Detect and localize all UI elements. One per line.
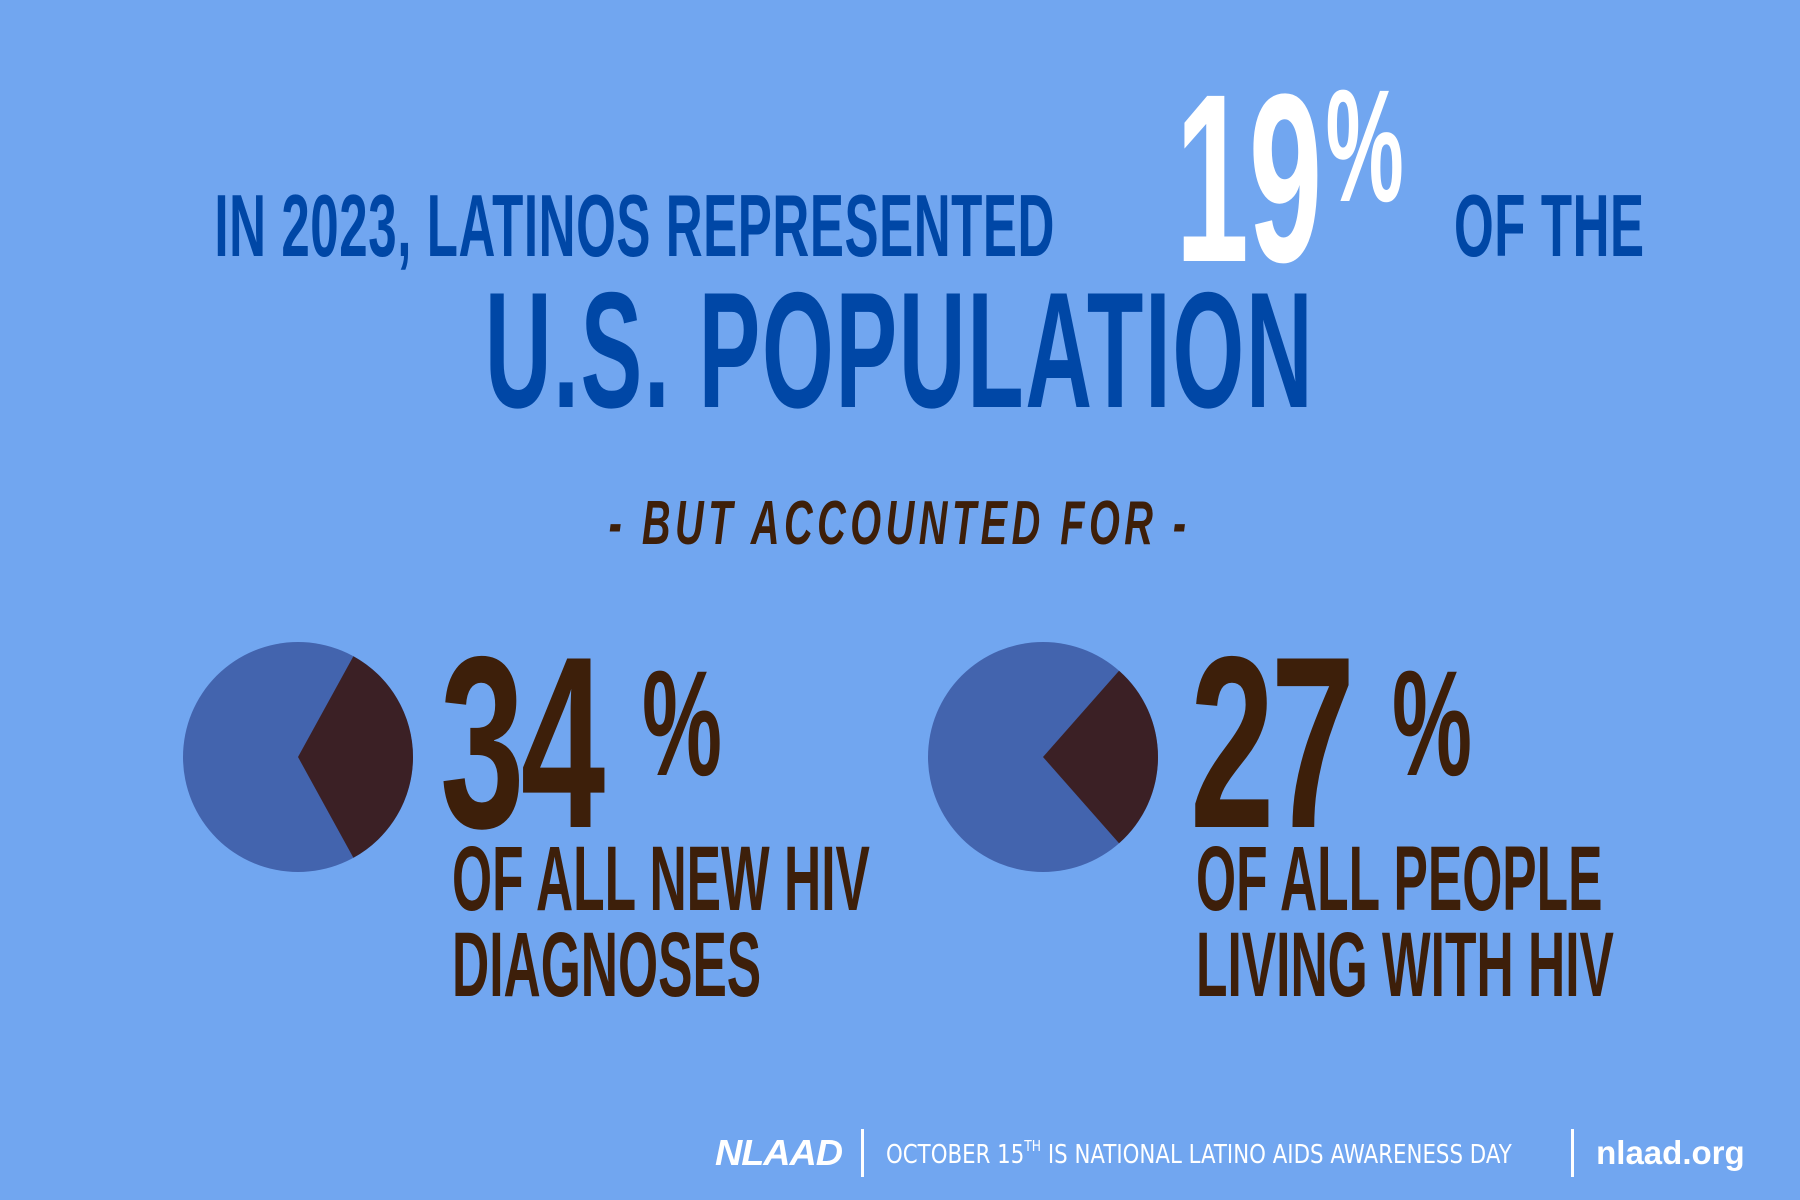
footer-divider (860, 1129, 864, 1177)
stat-description-line: DIAGNOSES (452, 914, 762, 1016)
pie-chart-living-with-hiv (928, 642, 1158, 872)
stat-number: 34 (440, 605, 605, 879)
headline-population: U.S. POPULATION (485, 258, 1315, 442)
subheading: - BUT ACCOUNTED FOR - (0, 493, 1800, 555)
pie-slice-latinos (1043, 670, 1158, 844)
nlaad-logo: NLAAD (714, 1132, 843, 1173)
headline-suffix: OF THE (1453, 176, 1645, 275)
footer: NLAAD OCTOBER 15TH IS NATIONAL LATINO AI… (714, 1128, 1745, 1178)
pie-slice-latinos (298, 656, 413, 858)
headline-prefix: IN 2023, LATINOS REPRESENTED (214, 176, 1056, 275)
headline-line1: IN 2023, LATINOS REPRESENTED 19% OF THE (0, 58, 1800, 298)
subheading-text: - BUT ACCOUNTED FOR - (609, 489, 1191, 558)
stat-number: 27 (1190, 605, 1355, 879)
tagline-date: OCTOBER 15 (885, 1139, 1025, 1170)
footer-tagline: OCTOBER 15TH IS NATIONAL LATINO AIDS AWA… (886, 1137, 1512, 1170)
tagline-ordinal: TH (1024, 1136, 1042, 1155)
tagline-text: IS NATIONAL LATINO AIDS AWARENESS DAY (1041, 1139, 1512, 1170)
stat-living-with-hiv-description: OF ALL PEOPLE LIVING WITH HIV (1196, 828, 1800, 1016)
stat-percent-symbol: % (1392, 639, 1473, 807)
headline-line2: U.S. POPULATION (0, 268, 1800, 433)
stat-new-diagnoses-description: OF ALL NEW HIV DIAGNOSES (452, 828, 1198, 1016)
highlight-percent-symbol: % (1325, 56, 1404, 235)
stat-percent-symbol: % (642, 639, 723, 807)
stat-description-line: OF ALL PEOPLE (1196, 828, 1603, 930)
footer-divider (1571, 1129, 1575, 1177)
highlight-percentage: 19% (1175, 58, 1403, 298)
website-link[interactable]: nlaad.org (1596, 1134, 1745, 1171)
stat-description-line: LIVING WITH HIV (1196, 914, 1614, 1016)
stat-new-diagnoses-percentage: 34% (440, 605, 722, 879)
stat-description-line: OF ALL NEW HIV (452, 828, 870, 930)
highlight-number: 19 (1175, 44, 1322, 312)
pie-chart-new-diagnoses (183, 642, 413, 872)
stat-living-with-hiv-percentage: 27% (1190, 605, 1472, 879)
